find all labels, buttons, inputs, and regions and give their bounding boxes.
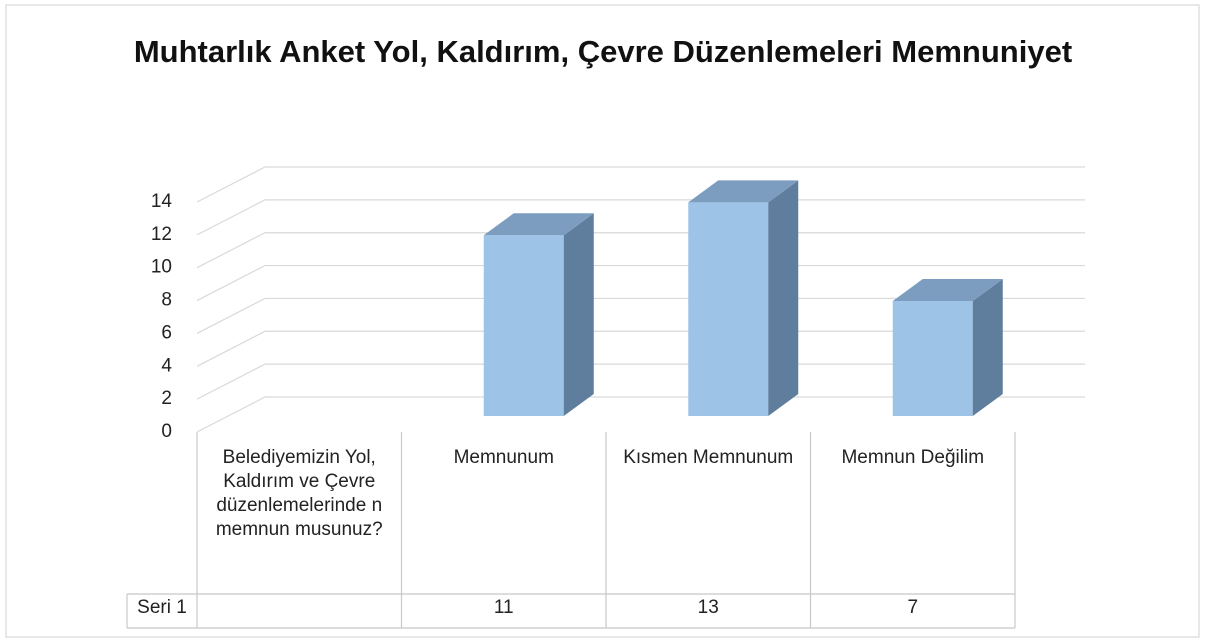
x-tick-label: Kısmen Memnunum — [623, 447, 794, 468]
grid-line — [196, 297, 1085, 334]
bar-face — [892, 279, 1003, 301]
y-tick-label: 2 — [161, 388, 172, 409]
y-tick-label: 6 — [161, 322, 172, 343]
y-tick-label: 8 — [161, 290, 172, 311]
bar-face — [972, 279, 1003, 416]
grid-line — [196, 199, 1085, 236]
y-tick-label: 4 — [161, 355, 172, 376]
bar-face — [768, 180, 799, 416]
chart-border — [5, 4, 1200, 638]
legend-label: Seri 1 — [137, 597, 187, 618]
y-tick-label: 12 — [151, 224, 172, 245]
grid-line — [196, 396, 1085, 433]
bar — [483, 213, 594, 416]
grid-line — [196, 264, 1085, 302]
x-tick-label: Memnun Değilim — [841, 447, 985, 468]
grid-line — [196, 363, 1085, 400]
bar-face — [483, 235, 564, 416]
bar-face — [563, 213, 594, 416]
table-value: 11 — [493, 597, 514, 618]
grid-line — [196, 330, 1085, 367]
y-tick-label: 10 — [151, 257, 172, 278]
table-value: 13 — [697, 597, 719, 618]
bar — [688, 180, 799, 416]
bar-face — [892, 301, 973, 416]
grid-line — [196, 166, 1085, 203]
bar-face — [688, 202, 769, 416]
y-tick-label: 0 — [161, 421, 172, 442]
bar-face — [483, 213, 594, 236]
table-value: 7 — [907, 597, 919, 618]
bar-face — [688, 180, 799, 203]
x-tick-label: Memnunum — [453, 447, 554, 468]
bar — [892, 279, 1003, 416]
grid-line — [196, 232, 1085, 269]
y-tick-label: 14 — [151, 191, 173, 212]
chart-title: Muhtarlık Anket Yol, Kaldırım, Çevre Düz… — [133, 34, 1073, 69]
x-tick-label: Belediyemizin Yol, Kaldırım ve Çevre düz… — [215, 447, 383, 540]
